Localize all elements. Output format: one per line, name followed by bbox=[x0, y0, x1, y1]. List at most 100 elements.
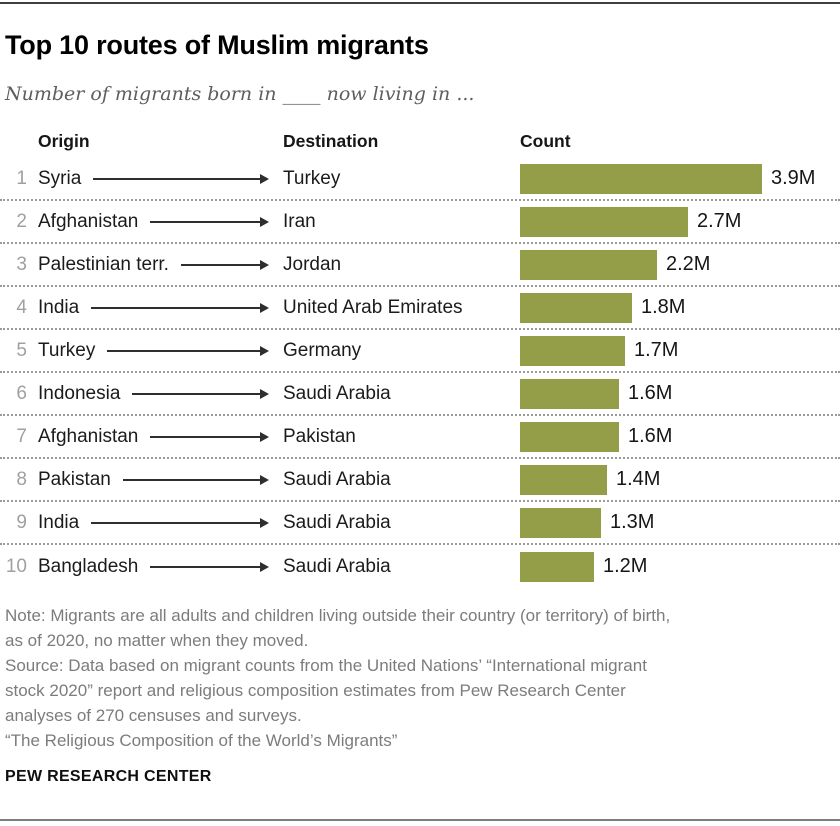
route-row: 5 Turkey Germany 1.7M bbox=[0, 330, 840, 373]
origin-label: Afghanistan bbox=[38, 425, 139, 447]
chart-subtitle: Number of migrants born in ____ now livi… bbox=[5, 83, 475, 105]
rank-number: 4 bbox=[16, 296, 27, 318]
origin-label: Pakistan bbox=[38, 468, 111, 490]
arrow-line bbox=[122, 478, 260, 481]
arrow-head bbox=[260, 259, 269, 270]
count-column-header: Count bbox=[520, 131, 571, 151]
count-value-label: 1.8M bbox=[641, 296, 686, 318]
destination-column-header: Destination bbox=[283, 131, 379, 151]
arrow-right-icon bbox=[150, 431, 269, 442]
destination-label: Pakistan bbox=[283, 425, 356, 447]
origin-cell: Afghanistan bbox=[27, 211, 283, 233]
count-cell: 1.3M bbox=[520, 507, 840, 538]
destination-label: Saudi Arabia bbox=[283, 468, 391, 490]
origin-cell: Syria bbox=[27, 168, 283, 190]
rank-number: 3 bbox=[16, 253, 27, 275]
origin-cell: Pakistan bbox=[27, 469, 283, 491]
rank-number: 6 bbox=[16, 382, 27, 404]
count-cell: 3.9M bbox=[520, 163, 840, 194]
arrow-head bbox=[260, 302, 269, 313]
count-cell: 1.8M bbox=[520, 292, 840, 323]
origin-label: India bbox=[38, 296, 80, 318]
origin-label: Turkey bbox=[38, 339, 96, 361]
arrow-line bbox=[107, 349, 260, 352]
origin-label: Bangladesh bbox=[38, 555, 139, 577]
origin-cell: Indonesia bbox=[27, 383, 283, 405]
count-value-label: 2.7M bbox=[697, 210, 742, 232]
count-value-label: 1.4M bbox=[616, 468, 661, 490]
count-value-label: 1.7M bbox=[634, 339, 679, 361]
destination-label: Iran bbox=[283, 210, 316, 232]
count-cell: 1.7M bbox=[520, 335, 840, 366]
note-line: “The Religious Composition of the World’… bbox=[5, 731, 398, 750]
route-row: 4 India United Arab Emirates 1.8M bbox=[0, 287, 840, 330]
route-row: 2 Afghanistan Iran 2.7M bbox=[0, 201, 840, 244]
count-value-label: 1.6M bbox=[628, 382, 673, 404]
origin-cell: India bbox=[27, 297, 283, 319]
arrow-right-icon bbox=[122, 474, 269, 485]
count-bar bbox=[520, 551, 594, 582]
count-cell: 1.4M bbox=[520, 464, 840, 495]
count-cell: 1.6M bbox=[520, 421, 840, 452]
arrow-head bbox=[260, 345, 269, 356]
arrow-line bbox=[91, 521, 260, 524]
origin-label: Syria bbox=[38, 167, 82, 189]
arrow-line bbox=[180, 263, 260, 266]
rank-number: 1 bbox=[16, 167, 27, 189]
route-row: 6 Indonesia Saudi Arabia 1.6M bbox=[0, 373, 840, 416]
arrow-right-icon bbox=[132, 388, 269, 399]
note-line: Note: Migrants are all adults and childr… bbox=[5, 606, 671, 625]
routes-table: 1 Syria Turkey 3.9M 2 Afghanistan Iran 2.7M 3 Pal… bbox=[0, 158, 840, 588]
origin-label: Afghanistan bbox=[38, 210, 139, 232]
count-bar bbox=[520, 421, 619, 452]
page-title: Top 10 routes of Muslim migrants bbox=[5, 30, 429, 60]
arrow-line bbox=[91, 306, 260, 309]
count-value-label: 2.2M bbox=[666, 253, 711, 275]
route-row: 8 Pakistan Saudi Arabia 1.4M bbox=[0, 459, 840, 502]
count-cell: 2.7M bbox=[520, 206, 840, 237]
rank-number: 5 bbox=[16, 339, 27, 361]
top-divider bbox=[0, 2, 840, 4]
origin-column-header: Origin bbox=[38, 131, 90, 151]
destination-label: Saudi Arabia bbox=[283, 511, 391, 533]
origin-cell: Turkey bbox=[27, 340, 283, 362]
note-line: stock 2020” report and religious composi… bbox=[5, 681, 626, 700]
arrow-line bbox=[150, 220, 260, 223]
arrow-right-icon bbox=[180, 259, 269, 270]
destination-label: Saudi Arabia bbox=[283, 382, 391, 404]
count-cell: 1.6M bbox=[520, 378, 840, 409]
arrow-line bbox=[150, 565, 260, 568]
destination-label: Saudi Arabia bbox=[283, 555, 391, 577]
arrow-right-icon bbox=[107, 345, 269, 356]
origin-label: Palestinian terr. bbox=[38, 253, 169, 275]
route-row: 10 Bangladesh Saudi Arabia 1.2M bbox=[0, 545, 840, 588]
count-bar bbox=[520, 507, 601, 538]
origin-label: India bbox=[38, 511, 80, 533]
rank-number: 7 bbox=[16, 425, 27, 447]
destination-label: Turkey bbox=[283, 167, 341, 189]
arrow-line bbox=[150, 435, 260, 438]
arrow-right-icon bbox=[150, 561, 269, 572]
rank-number: 2 bbox=[16, 210, 27, 232]
origin-cell: Afghanistan bbox=[27, 426, 283, 448]
table-header-row: Origin Destination Count bbox=[0, 122, 840, 158]
count-cell: 2.2M bbox=[520, 249, 840, 280]
count-bar bbox=[520, 249, 657, 280]
count-value-label: 1.6M bbox=[628, 425, 673, 447]
arrow-line bbox=[132, 392, 260, 395]
origin-label: Indonesia bbox=[38, 382, 121, 404]
rank-number: 9 bbox=[16, 511, 27, 533]
destination-label: United Arab Emirates bbox=[283, 296, 463, 318]
origin-cell: Palestinian terr. bbox=[27, 254, 283, 276]
origin-cell: India bbox=[27, 512, 283, 534]
count-cell: 1.2M bbox=[520, 551, 840, 582]
count-bar bbox=[520, 335, 625, 366]
count-value-label: 3.9M bbox=[771, 167, 816, 189]
arrow-head bbox=[260, 561, 269, 572]
origin-cell: Bangladesh bbox=[27, 556, 283, 578]
count-bar bbox=[520, 378, 619, 409]
arrow-head bbox=[260, 517, 269, 528]
count-bar bbox=[520, 163, 762, 194]
note-line: analyses of 270 censuses and surveys. bbox=[5, 706, 302, 725]
count-bar bbox=[520, 206, 688, 237]
